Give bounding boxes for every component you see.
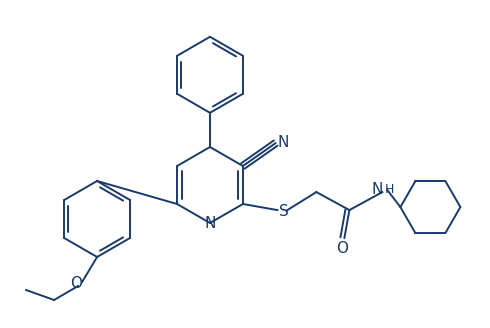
Text: N: N	[278, 134, 290, 150]
Text: S: S	[278, 204, 288, 218]
Text: O: O	[336, 240, 348, 256]
Text: H: H	[384, 183, 394, 195]
Text: N: N	[372, 182, 383, 196]
Text: N: N	[204, 216, 216, 232]
Text: O: O	[70, 277, 82, 292]
